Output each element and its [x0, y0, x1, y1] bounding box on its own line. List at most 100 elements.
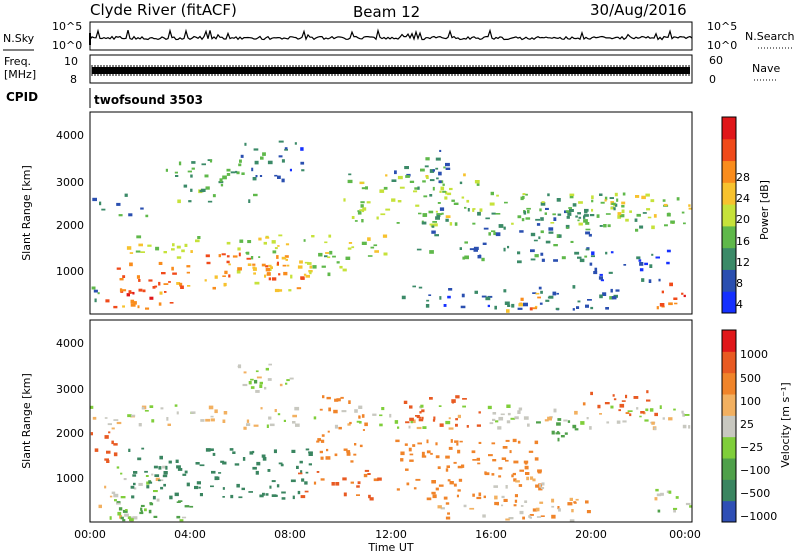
power-cells-cell: [565, 224, 570, 229]
vel-cells-cell: [259, 494, 264, 498]
vel-cells-cell: [558, 508, 561, 512]
power-cells-cell: [113, 305, 118, 309]
power-cells-cell: [443, 166, 446, 169]
power-cells-cell: [424, 165, 429, 168]
power-cells-cell: [479, 208, 483, 212]
vel-cells-cell: [498, 475, 502, 478]
vel-cells-cell: [123, 478, 127, 481]
vel-cells-cell: [236, 483, 240, 488]
freq-tick-low: 8: [70, 73, 77, 86]
xtick-0: 00:00: [74, 528, 106, 541]
power-cells-cell: [466, 199, 470, 203]
vel-cells-cell: [325, 456, 331, 460]
power-cells-cell: [186, 271, 190, 274]
vel-cells-cell: [108, 431, 111, 434]
power-cells-cell: [668, 302, 673, 306]
power-cells-cell: [278, 140, 284, 143]
vel-cells-cell: [654, 497, 658, 501]
power-cells-cell: [529, 307, 533, 311]
vel-cells-cell: [177, 468, 183, 471]
power-cells-cell: [354, 220, 358, 222]
vel-cells-cell: [163, 483, 166, 487]
vel-cells-cell: [488, 454, 493, 457]
vel-cells-cell: [409, 453, 414, 456]
vel-cells-cell: [109, 495, 113, 498]
power-cells-cell: [459, 181, 463, 185]
vel-cells-cell: [522, 516, 525, 520]
vel-cells-cell: [445, 455, 450, 459]
power-cells-cell: [327, 256, 331, 259]
vel-cells-cell: [160, 407, 164, 410]
vel-cells-cell: [298, 472, 303, 475]
vel-cbar-tick-m500: −500: [740, 487, 770, 500]
power-yticks: 1000 2000 3000 4000: [56, 129, 84, 278]
power-cells-cell: [172, 243, 175, 247]
vel-cells-cell: [362, 429, 365, 431]
power-cells-cell: [214, 275, 218, 279]
power-cells-cell: [576, 306, 580, 309]
vel-cells-cell: [580, 421, 585, 425]
power-cells-cell: [183, 184, 188, 188]
power-cells-cell: [383, 252, 388, 256]
power-cells-cell: [439, 190, 442, 193]
date-title: 30/Aug/2016: [590, 1, 687, 19]
power-cells-cell: [223, 282, 227, 287]
power-cells-cell: [540, 230, 544, 234]
power-cells-cell: [327, 272, 331, 277]
power-cells-cell: [540, 217, 544, 221]
power-cells-cell: [445, 162, 450, 167]
vel-cells-cell: [368, 494, 371, 499]
power-cells-cell: [159, 291, 163, 295]
vel-cells-cell: [466, 425, 469, 428]
vel-cells-cell: [519, 469, 524, 472]
power-cells-cell: [311, 235, 315, 238]
power-cells-cell: [253, 272, 256, 275]
power-cells-cell: [557, 213, 562, 216]
vel-cells-cell: [255, 370, 259, 373]
vel-cells-cell: [437, 505, 442, 509]
power-cells-cell: [623, 264, 627, 266]
vel-cells-cell: [497, 426, 502, 430]
vel-cells-cell: [461, 464, 465, 468]
vel-cells-cell: [476, 457, 480, 461]
power-cells-cell: [611, 202, 616, 205]
vel-cells-cell: [168, 460, 172, 464]
vel-cells-cell: [551, 430, 555, 435]
power-cells-cell: [536, 223, 541, 226]
vel-cells-cell: [210, 418, 215, 422]
vel-cells-cell: [447, 479, 451, 482]
power-cells-cell: [270, 266, 273, 269]
power-cells-cell: [639, 225, 644, 229]
vel-cells-cell: [462, 398, 467, 400]
power-cells-cell: [255, 175, 258, 178]
power-cells-cell: [530, 249, 535, 253]
vel-cells-cell: [445, 420, 451, 425]
power-cells-cell: [348, 173, 352, 176]
vel-cbar-tick-25: 25: [740, 418, 754, 431]
vel-cells-cell: [167, 423, 171, 426]
power-cells-cell: [676, 197, 680, 201]
vel-cells-cell: [448, 417, 451, 420]
vel-cells-cell: [535, 484, 540, 488]
power-cells-cell: [265, 267, 271, 272]
power-cbar-swatch: [722, 182, 736, 205]
vel-cells-cell: [506, 404, 511, 408]
vel-cells-cell: [544, 419, 549, 422]
power-cells-cell: [651, 253, 654, 256]
power-cells-cell: [423, 195, 428, 198]
vel-cells-cell: [104, 435, 109, 439]
vel-cells-cell: [526, 476, 529, 481]
power-cells-cell: [432, 221, 437, 223]
power-cells-cell: [238, 163, 242, 167]
power-cells-cell: [556, 292, 559, 295]
power-cells-cell: [126, 246, 132, 250]
freq-unit: [MHz]: [4, 68, 36, 81]
vel-cells-cell: [116, 502, 121, 505]
vel-cells-cell: [567, 502, 573, 506]
power-cbar-tick-24: 24: [736, 192, 750, 205]
power-cells-cell: [187, 285, 191, 287]
vel-cells-cell: [518, 407, 523, 411]
vel-cells-cell: [354, 443, 357, 446]
vel-cbar-tick-m1000: −1000: [740, 510, 777, 523]
